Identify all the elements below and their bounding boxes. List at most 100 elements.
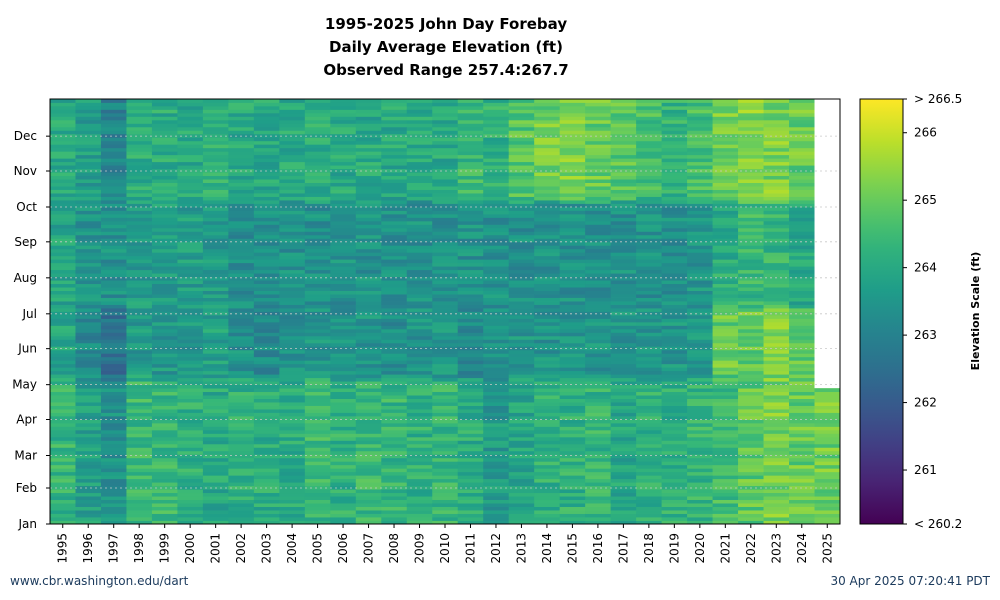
- heatmap-cell: [789, 189, 815, 194]
- heatmap-cell: [508, 193, 535, 197]
- heatmap-cell: [100, 464, 127, 469]
- heatmap-cell: [228, 332, 255, 337]
- heatmap-cell: [279, 123, 306, 128]
- heatmap-cell: [508, 433, 535, 438]
- heatmap-cell: [789, 217, 815, 222]
- heatmap-cell: [406, 154, 433, 159]
- footer-source-link[interactable]: www.cbr.washington.edu/dart: [10, 574, 189, 588]
- heatmap-cell: [100, 342, 127, 347]
- heatmap-cell: [763, 203, 790, 208]
- heatmap-cell: [483, 210, 510, 215]
- heatmap-cell: [151, 433, 178, 438]
- heatmap-cell: [789, 318, 815, 323]
- heatmap-cell: [330, 175, 357, 180]
- heatmap-cell: [712, 370, 739, 375]
- heatmap-cell: [661, 189, 688, 194]
- heatmap-cell: [279, 363, 306, 368]
- heatmap-cell: [432, 398, 459, 403]
- heatmap-cell: [585, 137, 612, 142]
- heatmap-cell: [330, 259, 357, 264]
- heatmap-cell: [636, 457, 663, 462]
- heatmap-cell: [279, 193, 306, 197]
- heatmap-cell: [432, 388, 459, 393]
- heatmap-cell: [177, 503, 204, 507]
- heatmap-cell: [508, 335, 535, 340]
- heatmap-cell: [661, 280, 688, 285]
- heatmap-cell: [304, 318, 331, 323]
- heatmap-cell: [355, 356, 382, 361]
- heatmap-cell: [406, 335, 433, 340]
- heatmap-cell: [202, 443, 229, 448]
- heatmap-cell: [687, 391, 713, 396]
- heatmap-cell: [483, 450, 510, 455]
- heatmap-cell: [381, 144, 408, 149]
- heatmap-cell: [126, 478, 153, 483]
- heatmap-cell: [253, 482, 280, 487]
- heatmap-cell: [738, 353, 764, 358]
- heatmap-cell: [432, 144, 459, 149]
- heatmap-cell: [508, 339, 535, 344]
- heatmap-cell: [508, 398, 535, 403]
- heatmap-cell: [355, 172, 382, 177]
- heatmap-cell: [355, 193, 382, 197]
- heatmap-cell: [50, 304, 76, 309]
- heatmap-cell: [279, 273, 306, 278]
- heatmap-cell: [253, 255, 280, 260]
- heatmap-cell: [687, 454, 713, 459]
- heatmap-cell: [483, 510, 510, 514]
- heatmap-cell: [559, 259, 586, 264]
- heatmap-cell: [636, 273, 663, 278]
- heatmap-cell: [763, 165, 790, 170]
- heatmap-cell: [50, 220, 76, 225]
- heatmap-cell: [712, 422, 739, 427]
- heatmap-cell: [508, 144, 535, 149]
- heatmap-cell: [355, 105, 382, 110]
- heatmap-cell: [202, 259, 229, 264]
- heatmap-cell: [304, 360, 331, 365]
- heatmap-cell: [585, 339, 612, 344]
- heatmap-cell: [50, 287, 76, 291]
- heatmap-cell: [100, 154, 127, 159]
- heatmap-cell: [75, 384, 102, 389]
- heatmap-cell: [50, 109, 76, 114]
- heatmap-cell: [202, 196, 229, 201]
- heatmap-cell: [661, 492, 688, 497]
- heatmap-cell: [585, 297, 612, 302]
- heatmap-cell: [687, 339, 713, 344]
- heatmap-cell: [483, 179, 510, 183]
- heatmap-cell: [559, 116, 586, 121]
- heatmap-cell: [738, 503, 764, 507]
- heatmap-cell: [483, 154, 510, 159]
- heatmap-cell: [100, 224, 127, 229]
- heatmap-cell: [177, 154, 204, 159]
- heatmap-cell: [151, 283, 178, 288]
- heatmap-cell: [50, 105, 76, 110]
- heatmap-cell: [228, 503, 255, 507]
- heatmap-cell: [330, 363, 357, 368]
- heatmap-cell: [457, 356, 484, 361]
- heatmap-cell: [432, 231, 459, 236]
- heatmap-cell: [279, 168, 306, 173]
- heatmap-cell: [253, 356, 280, 361]
- heatmap-cell: [330, 210, 357, 215]
- heatmap-cell: [330, 520, 357, 525]
- heatmap-cell: [330, 374, 357, 379]
- heatmap-cell: [738, 297, 764, 302]
- heatmap-cell: [253, 262, 280, 267]
- heatmap-cell: [304, 374, 331, 379]
- heatmap-cell: [330, 353, 357, 358]
- heatmap-cell: [177, 304, 204, 309]
- heatmap-cell: [508, 426, 535, 431]
- heatmap-cell: [100, 273, 127, 278]
- heatmap-cell: [330, 436, 357, 441]
- heatmap-cell: [330, 151, 357, 156]
- heatmap-cell: [712, 450, 739, 455]
- heatmap-cell: [610, 377, 637, 382]
- heatmap-cell: [228, 433, 255, 438]
- heatmap-cell: [202, 206, 229, 211]
- heatmap-cell: [75, 287, 102, 291]
- heatmap-cell: [789, 482, 815, 487]
- heatmap-cell: [228, 179, 255, 183]
- heatmap-cell: [381, 464, 408, 469]
